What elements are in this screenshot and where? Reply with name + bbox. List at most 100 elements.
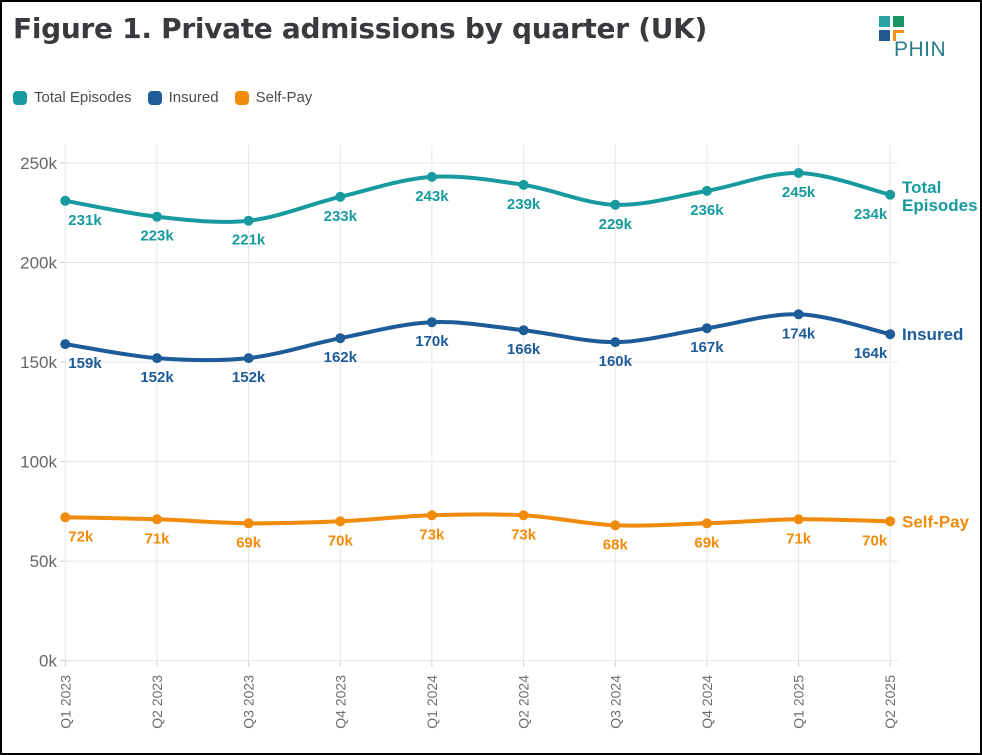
data-label-insured: 174k [782,325,816,342]
legend-swatch-insured [147,90,162,105]
legend: Total Episodes Insured Self-Pay [13,89,312,106]
data-point-insured[interactable] [701,323,712,334]
series-line-self-pay [63,512,893,528]
y-tick-label: 0k [39,652,57,671]
x-tick-label: Q1 2025 [791,675,807,729]
data-point-self-pay[interactable] [701,518,712,529]
data-point-insured[interactable] [426,317,437,328]
data-point-self-pay[interactable] [60,512,71,523]
data-label-total-episodes: 229k [599,216,633,233]
y-tick-label: 200k [20,254,57,273]
data-point-insured[interactable] [518,325,529,336]
page-title: Figure 1. Private admissions by quarter … [13,12,708,45]
phin-logo: PHIN [877,15,947,63]
data-point-self-pay[interactable] [885,516,896,527]
data-label-insured: 152k [232,369,266,386]
data-label-insured: 162k [324,349,358,366]
data-label-total-episodes: 234k [854,206,888,223]
logo-tile-teal [879,16,890,27]
logo-tile-blue [879,30,890,41]
data-label-self-pay: 69k [694,534,720,551]
data-point-total-episodes[interactable] [426,171,437,182]
data-label-self-pay: 71k [786,530,812,547]
legend-item-insured[interactable]: Insured [147,89,219,106]
logo-text: PHIN [894,38,947,61]
x-tick-label: Q2 2024 [516,675,532,729]
data-label-self-pay: 70k [862,532,888,549]
data-label-insured: 159k [68,355,102,372]
data-label-self-pay: 68k [603,536,629,553]
data-point-total-episodes[interactable] [701,185,712,196]
data-label-total-episodes: 236k [690,202,724,219]
data-point-insured[interactable] [60,339,71,350]
data-point-total-episodes[interactable] [610,199,621,210]
data-label-self-pay: 70k [328,532,354,549]
legend-swatch-total-episodes [13,90,27,105]
data-label-insured: 166k [507,341,541,358]
data-point-self-pay[interactable] [793,514,804,525]
data-label-total-episodes: 223k [140,228,174,245]
data-label-insured: 160k [599,353,633,370]
y-tick-label: 50k [30,552,58,571]
legend-item-total-episodes[interactable]: Total Episodes [13,89,132,106]
x-tick-label: Q2 2025 [882,675,898,729]
data-label-insured: 164k [854,345,888,362]
data-point-self-pay[interactable] [243,518,254,529]
data-point-total-episodes[interactable] [518,179,529,190]
data-label-self-pay: 71k [144,530,170,547]
x-tick-label: Q2 2023 [149,675,165,729]
legend-label: Self-Pay [255,89,313,106]
data-point-insured[interactable] [152,353,162,364]
data-point-total-episodes[interactable] [152,211,162,222]
logo-tile-orange-bracket [893,30,904,41]
legend-swatch-self-pay [234,90,249,105]
y-tick-label: 250k [20,154,57,173]
data-point-self-pay[interactable] [152,514,162,525]
data-point-self-pay[interactable] [335,516,346,527]
data-point-insured[interactable] [243,353,254,364]
legend-item-self-pay[interactable]: Self-Pay [234,89,313,106]
x-tick-label: Q4 2024 [699,675,715,729]
data-label-total-episodes: 239k [507,196,541,213]
data-label-self-pay: 69k [236,534,262,551]
data-label-self-pay: 72k [68,528,94,545]
logo-tile-green [893,16,904,27]
x-tick-label: Q3 2024 [607,675,623,729]
data-point-total-episodes[interactable] [60,195,71,206]
legend-label: Total Episodes [34,89,132,106]
data-point-total-episodes[interactable] [335,191,346,202]
series-end-label-self-pay: Self-Pay [902,512,970,531]
data-point-self-pay[interactable] [518,510,529,521]
data-label-self-pay: 73k [511,526,537,543]
data-point-total-episodes[interactable] [793,168,804,178]
data-label-total-episodes: 245k [782,184,816,201]
y-tick-label: 150k [20,353,57,372]
series-line-total-episodes [63,170,893,224]
x-tick-label: Q1 2024 [424,675,440,729]
x-tick-label: Q1 2023 [57,675,73,729]
data-point-total-episodes[interactable] [243,215,254,226]
data-point-self-pay[interactable] [610,520,621,531]
series-end-label-total-episodes: Episodes [902,196,978,215]
data-point-total-episodes[interactable] [885,189,896,200]
data-label-insured: 152k [140,369,174,386]
x-tick-label: Q3 2023 [241,675,257,729]
data-label-total-episodes: 233k [324,208,358,225]
series-line-insured [63,312,893,363]
data-point-insured[interactable] [793,309,804,320]
data-label-total-episodes: 243k [415,188,449,205]
y-tick-label: 100k [20,453,57,472]
data-label-insured: 167k [690,339,724,356]
data-label-total-episodes: 221k [232,232,266,249]
data-label-insured: 170k [415,333,449,350]
x-tick-label: Q4 2023 [332,675,348,729]
data-label-total-episodes: 231k [68,212,102,229]
data-point-insured[interactable] [610,337,621,348]
data-point-insured[interactable] [885,329,896,340]
legend-label: Insured [168,89,219,106]
data-point-self-pay[interactable] [426,510,437,521]
data-point-insured[interactable] [335,333,346,344]
series-end-label-total-episodes: Total [902,178,941,197]
